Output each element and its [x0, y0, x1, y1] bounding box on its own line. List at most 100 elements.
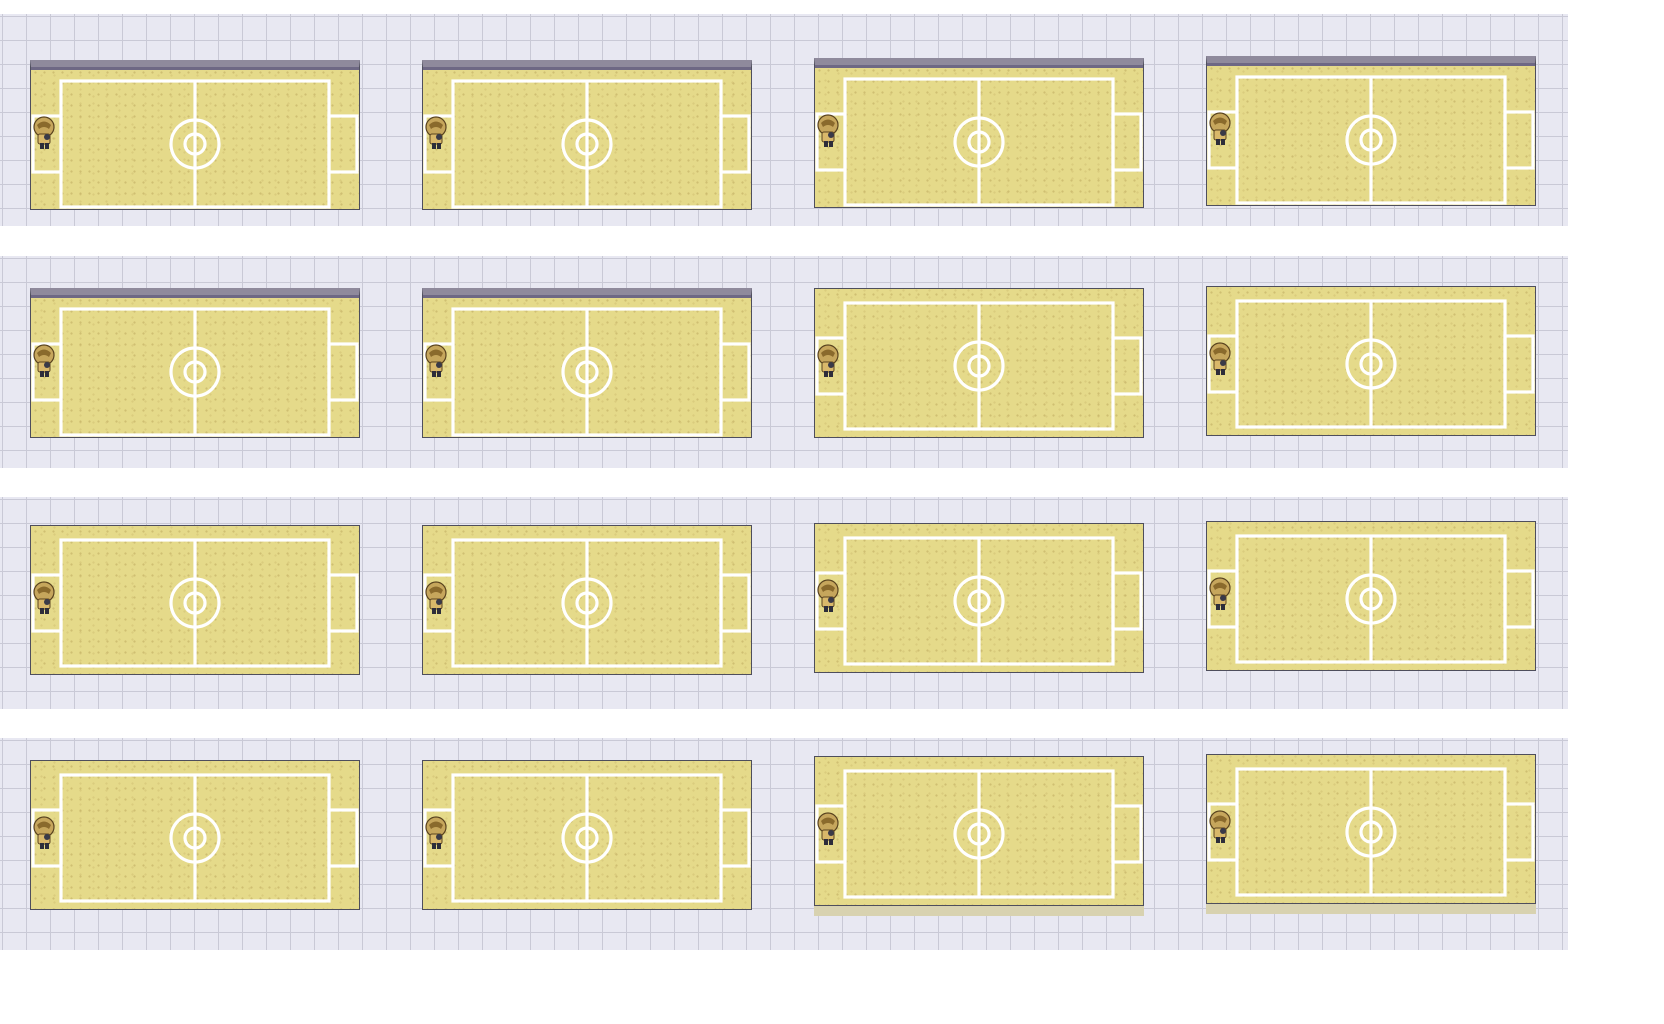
pitch-markings [1207, 767, 1535, 897]
game-frame [1176, 256, 1568, 468]
frame-grid [0, 14, 1568, 950]
game-frame [784, 497, 1176, 709]
pitch-markings [31, 773, 359, 903]
soccer-pitch [1206, 521, 1536, 671]
left-goal-box [423, 114, 455, 174]
soccer-pitch [814, 756, 1144, 906]
left-goal-box [423, 808, 455, 868]
pitch-markings [1207, 299, 1535, 429]
left-goal-box [423, 573, 455, 633]
trainer-sprite-icon [424, 344, 448, 378]
right-goal-box [327, 114, 359, 174]
right-goal-box [327, 808, 359, 868]
pitch-markings [1207, 534, 1535, 664]
right-goal-box [1111, 571, 1143, 631]
trainer-sprite-icon [32, 816, 56, 850]
trainer-sprite-icon [1208, 810, 1232, 844]
right-goal-box [1503, 334, 1535, 394]
right-goal-box [1503, 802, 1535, 862]
center-spot [1359, 820, 1383, 844]
center-circle [169, 118, 221, 170]
right-goal-box [327, 573, 359, 633]
center-circle [1345, 573, 1397, 625]
pitch-shadow-edge [814, 906, 1144, 916]
center-circle [1345, 338, 1397, 390]
center-spot [575, 591, 599, 615]
center-circle [169, 812, 221, 864]
right-goal-box [1111, 336, 1143, 396]
game-frame [0, 14, 392, 226]
center-spot [967, 354, 991, 378]
left-goal-box [31, 342, 63, 402]
trainer-sprite-icon [816, 344, 840, 378]
center-circle [169, 577, 221, 629]
soccer-pitch [422, 760, 752, 910]
soccer-pitch [814, 288, 1144, 438]
left-goal-box [1207, 802, 1239, 862]
game-frame [392, 14, 784, 226]
left-goal-box [1207, 334, 1239, 394]
game-frame [392, 738, 784, 950]
trainer-sprite-icon [424, 581, 448, 615]
game-frame [1176, 738, 1568, 950]
center-circle [953, 116, 1005, 168]
center-spot [967, 130, 991, 154]
pitch-markings [31, 79, 359, 209]
center-spot [967, 589, 991, 613]
right-goal-box [719, 808, 751, 868]
center-circle [561, 812, 613, 864]
center-circle [561, 577, 613, 629]
game-frame [0, 497, 392, 709]
soccer-pitch [814, 58, 1144, 208]
center-circle [1345, 806, 1397, 858]
center-spot [1359, 128, 1383, 152]
soccer-pitch [422, 288, 752, 438]
center-spot [183, 826, 207, 850]
left-goal-box [1207, 569, 1239, 629]
soccer-pitch [30, 760, 360, 910]
left-goal-box [815, 571, 847, 631]
soccer-pitch [1206, 286, 1536, 436]
pitch-markings [31, 307, 359, 437]
trainer-sprite-icon [424, 116, 448, 150]
trainer-sprite-icon [32, 581, 56, 615]
soccer-pitch [1206, 56, 1536, 206]
game-frame [1176, 14, 1568, 226]
game-frame [392, 497, 784, 709]
trainer-sprite-icon [1208, 112, 1232, 146]
right-goal-box [719, 573, 751, 633]
game-frame [0, 738, 392, 950]
trainer-sprite-icon [816, 579, 840, 613]
right-goal-box [1111, 804, 1143, 864]
center-spot [575, 360, 599, 384]
pitch-shadow-edge [1206, 904, 1536, 914]
center-circle [953, 808, 1005, 860]
pitch-markings [423, 79, 751, 209]
center-spot [575, 132, 599, 156]
pitch-markings [815, 769, 1143, 899]
game-frame [784, 738, 1176, 950]
pitch-markings [423, 538, 751, 668]
right-goal-box [719, 342, 751, 402]
center-circle [561, 118, 613, 170]
soccer-pitch [814, 523, 1144, 673]
right-goal-box [1503, 569, 1535, 629]
trainer-sprite-icon [32, 344, 56, 378]
left-goal-box [1207, 110, 1239, 170]
soccer-pitch [30, 60, 360, 210]
right-goal-box [1503, 110, 1535, 170]
center-spot [183, 132, 207, 156]
right-goal-box [1111, 112, 1143, 172]
game-frame [784, 256, 1176, 468]
pitch-markings [815, 301, 1143, 431]
game-frame [392, 256, 784, 468]
game-frame [1176, 497, 1568, 709]
pitch-markings [815, 536, 1143, 666]
left-goal-box [423, 342, 455, 402]
right-goal-box [719, 114, 751, 174]
pitch-markings [31, 538, 359, 668]
soccer-pitch [30, 288, 360, 438]
center-circle [561, 346, 613, 398]
center-spot [183, 360, 207, 384]
pitch-markings [815, 77, 1143, 207]
